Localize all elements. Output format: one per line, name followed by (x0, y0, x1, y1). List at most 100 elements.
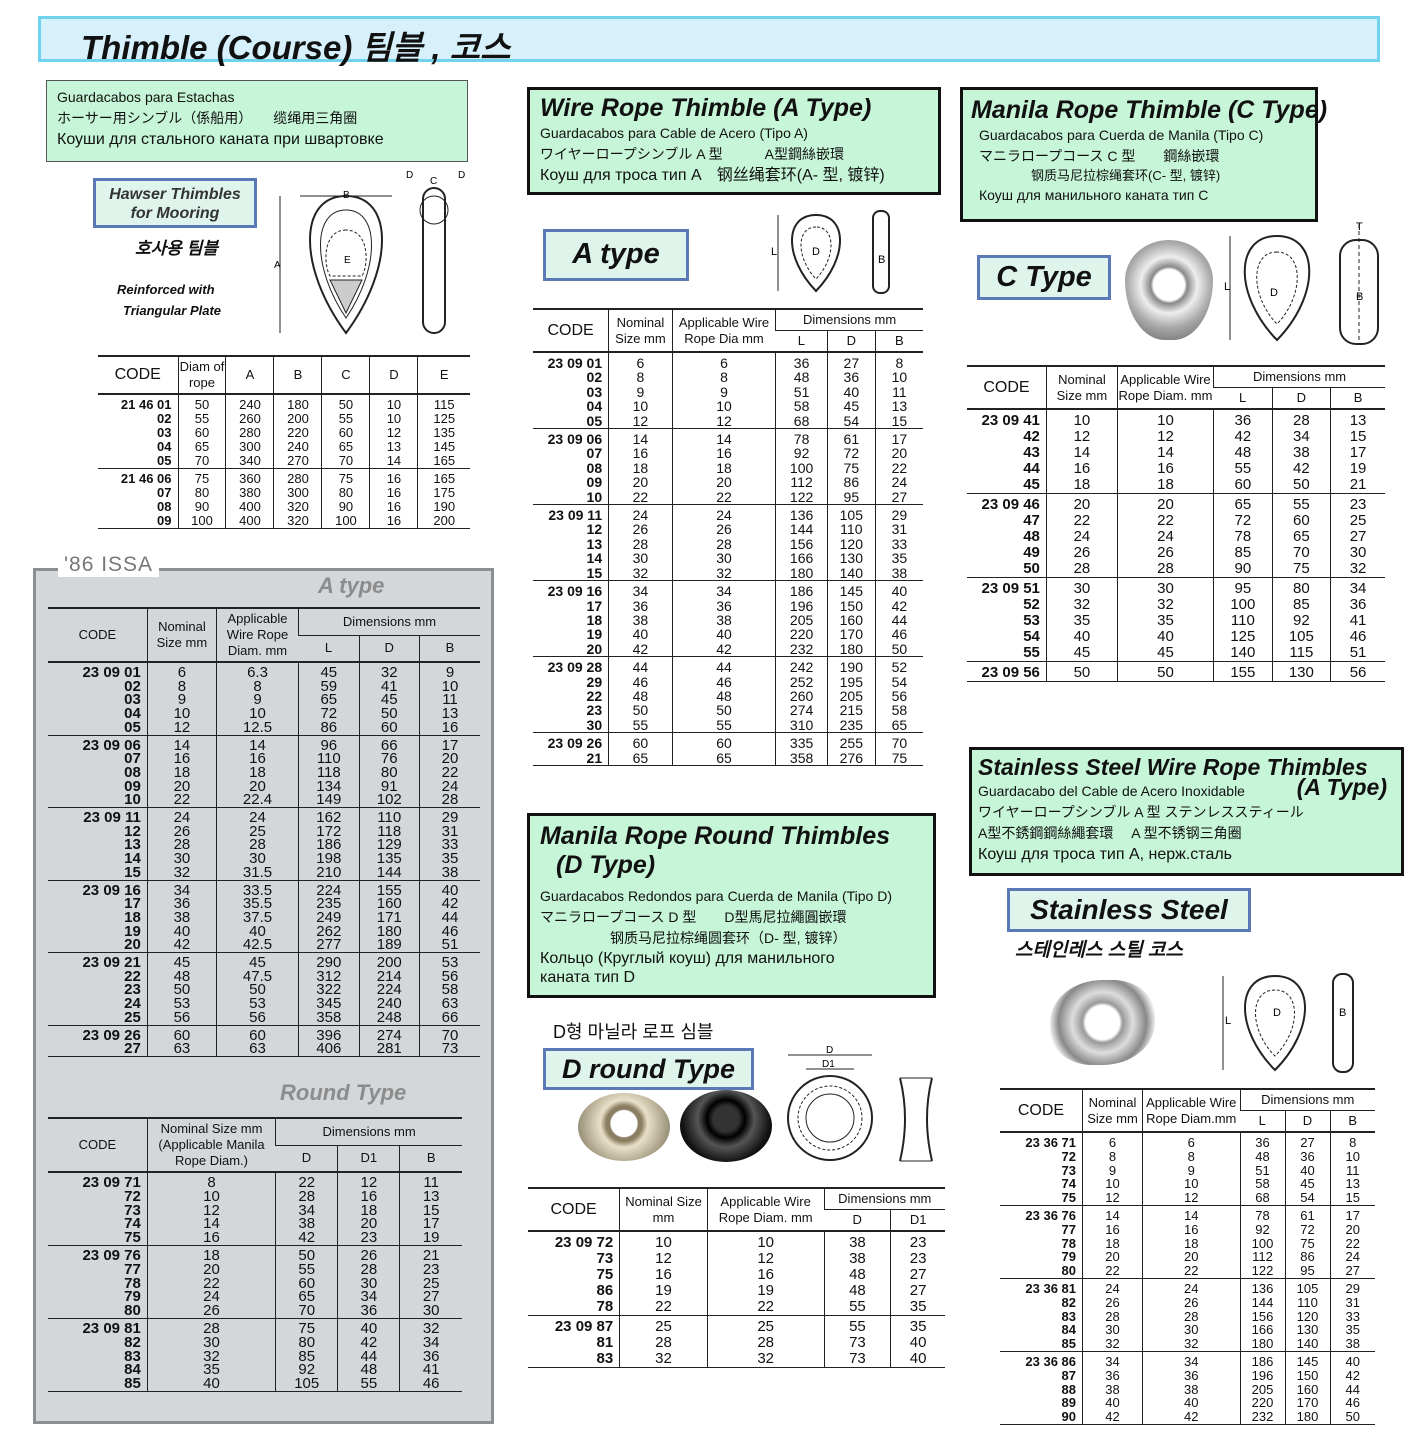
table-row: 79 24 65 34 27 (48, 1289, 462, 1304)
row-group: 23 09 51 30 30 95 80 34 52 32 32 100 85 36 53 35 35 110… (967, 577, 1385, 662)
value-cell: 40 (890, 1335, 945, 1351)
value-cell: 48 (775, 370, 828, 385)
value-cell: 70 (874, 732, 923, 751)
value-cell: 75 (874, 750, 923, 766)
code-cell: 23 09 56 (981, 664, 1040, 681)
value-cell: 8 (146, 679, 217, 694)
table-row: 09 20 20 134 91 24 (48, 779, 480, 793)
value-cell: 40 (1284, 1163, 1330, 1178)
value-cell: 22 (874, 460, 923, 475)
value-cell: 110 (358, 807, 420, 825)
value-cell: 186 (298, 838, 360, 852)
table-row: 13 28 28 186 129 33 (48, 838, 480, 852)
code-cell: 23 09 21 (82, 954, 141, 972)
row-group: 23 09 01 6 6 36 27 8 02 8 8 48 36 10 03 9 9 51 40 11 04 10 1… (533, 352, 923, 429)
value-cell: 19 (399, 1230, 462, 1246)
value-cell: 34 (399, 1335, 462, 1350)
code-cell: 13 (586, 535, 603, 552)
table-row: 88 38 38 205 160 44 (1000, 1381, 1375, 1397)
value-cell: 38 (1271, 445, 1331, 461)
page-title: Thimble (Course) 팀블 , 코스 (81, 29, 511, 66)
value-cell: 86 (826, 475, 876, 490)
value-cell: 172 (298, 824, 360, 839)
value-cell: 90 (321, 500, 370, 514)
stainless-header-box: Stainless Steel Wire Rope Thimbles Guard… (969, 747, 1404, 876)
dim-label-b: B (343, 190, 350, 201)
value-cell: 200 (358, 952, 420, 970)
column-subheader: D (1284, 1110, 1330, 1132)
value-cell: 38 (671, 612, 776, 627)
value-cell: 56 (1330, 661, 1385, 682)
value-cell: 180 (1239, 1337, 1285, 1352)
value-cell: 115 (1271, 645, 1331, 662)
value-cell: 260 (225, 412, 274, 426)
value-cell: 85 (1271, 597, 1331, 613)
code-cell: 23 09 16 (547, 583, 603, 600)
table-row: 13 28 28 156 120 33 (533, 535, 923, 552)
value-cell: 22 (1142, 1264, 1240, 1279)
value-cell: 70 (177, 454, 226, 469)
table-row: 21 46 06 75 360 280 75 16 165 (98, 468, 470, 486)
value-cell: 335 (775, 732, 828, 751)
value-cell: 48 (1239, 1149, 1285, 1164)
value-cell: 16 (337, 1189, 400, 1204)
stainless-diagram: L D B (1222, 973, 1354, 1073)
dim-label-d1: D1 (822, 1059, 835, 1070)
table-row: 21 65 65 358 276 75 (533, 750, 923, 766)
value-cell: 22 (608, 490, 673, 505)
value-cell: 13 (1329, 1177, 1375, 1192)
value-cell: 19 (619, 1283, 708, 1299)
value-cell: 145 (1284, 1351, 1330, 1369)
value-cell: 44 (337, 1349, 400, 1363)
table-row: 02 8 8 48 36 10 (533, 370, 923, 385)
table-row: 23 09 72 10 10 38 23 (528, 1231, 945, 1251)
value-cell: 8 (671, 370, 776, 385)
value-cell: 277 (298, 937, 360, 953)
row-group: 23 09 71 8 22 12 11 72 10 28 16 13 73 12 34 18 15 74 14 3… (48, 1172, 462, 1246)
code-cell: 54 (1023, 628, 1040, 645)
value-cell: 10 (369, 412, 418, 426)
value-cell: 51 (1239, 1163, 1285, 1178)
value-cell: 14 (1045, 445, 1118, 461)
value-cell: 118 (358, 824, 420, 839)
value-cell: 60 (177, 426, 226, 440)
value-cell: 50 (275, 1245, 338, 1263)
table-row: 23 09 76 18 50 26 21 (48, 1245, 462, 1263)
code-cell: 18 (586, 611, 603, 628)
row-group: 23 36 76 14 14 78 61 17 77 16 16 92 72 20 78 18 18 100 7… (1000, 1205, 1375, 1279)
code-cell: 88 (1061, 1381, 1076, 1397)
value-cell: 30 (146, 851, 217, 866)
value-cell: 86 (298, 720, 360, 736)
table-row: 84 30 30 166 130 35 (1000, 1323, 1375, 1338)
value-cell: 10 (1045, 409, 1118, 429)
value-cell: 50 (874, 642, 923, 657)
manila-c-line: 钢质马尼拉棕绳套环(C- 型, 镀锌) (979, 168, 1221, 183)
value-cell: 63 (418, 996, 480, 1011)
d-round-type-table: CODE Nominal Size mm Applicable Wire Rope … (528, 1187, 945, 1368)
value-cell: 36 (1284, 1149, 1330, 1164)
value-cell: 10 (418, 679, 480, 694)
code-cell: 52 (1023, 596, 1040, 613)
value-cell: 33 (418, 838, 480, 852)
code-cell: 90 (1061, 1409, 1076, 1425)
value-cell: 42 (874, 598, 923, 613)
value-cell: 42 (1213, 429, 1273, 445)
code-cell: 85 (124, 1375, 141, 1393)
row-group: 23 09 87 25 25 55 35 81 28 28 73 40 83 32 32 73 40 (528, 1315, 945, 1368)
value-cell: 110 (1213, 613, 1273, 629)
value-cell: 290 (298, 952, 360, 970)
value-cell: 41 (358, 679, 420, 694)
stainless-label: Stainless Steel (1007, 888, 1251, 932)
table-row: 23 09 16 34 33.5 224 155 40 (48, 880, 480, 898)
value-cell: 29 (418, 807, 480, 825)
code-cell: 02 (157, 411, 172, 426)
value-cell: 23 (337, 1230, 400, 1246)
value-cell: 136 (1239, 1278, 1285, 1296)
value-cell: 320 (273, 500, 322, 514)
dim-label-b: B (1356, 291, 1363, 303)
column-subheader: D (824, 1209, 891, 1231)
table-row: 15 32 31.5 210 144 38 (48, 865, 480, 881)
code-cell: 42 (1023, 428, 1040, 445)
